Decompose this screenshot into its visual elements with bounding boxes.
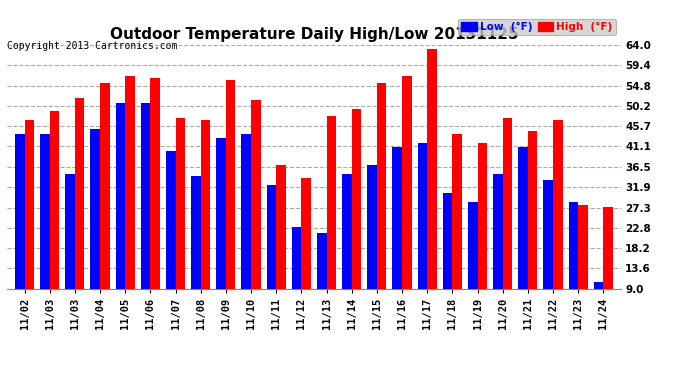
- Bar: [603, 207, 613, 289]
- Bar: [216, 138, 226, 289]
- Bar: [393, 147, 402, 289]
- Bar: [578, 204, 588, 289]
- Bar: [175, 118, 185, 289]
- Bar: [518, 147, 528, 289]
- Bar: [302, 178, 311, 289]
- Bar: [90, 129, 100, 289]
- Bar: [276, 165, 286, 289]
- Bar: [569, 202, 578, 289]
- Bar: [594, 282, 603, 289]
- Bar: [201, 120, 210, 289]
- Bar: [40, 134, 50, 289]
- Bar: [544, 180, 553, 289]
- Bar: [427, 50, 437, 289]
- Bar: [116, 103, 125, 289]
- Bar: [342, 174, 352, 289]
- Bar: [141, 103, 150, 289]
- Bar: [553, 120, 562, 289]
- Bar: [443, 194, 453, 289]
- Bar: [75, 98, 84, 289]
- Bar: [251, 100, 261, 289]
- Title: Outdoor Temperature Daily High/Low 20131125: Outdoor Temperature Daily High/Low 20131…: [110, 27, 518, 42]
- Bar: [66, 174, 75, 289]
- Bar: [241, 134, 251, 289]
- Bar: [226, 81, 235, 289]
- Legend: Low  (°F), High  (°F): Low (°F), High (°F): [458, 18, 615, 35]
- Bar: [453, 134, 462, 289]
- Bar: [528, 131, 538, 289]
- Bar: [15, 134, 25, 289]
- Bar: [326, 116, 336, 289]
- Bar: [125, 76, 135, 289]
- Bar: [292, 227, 302, 289]
- Bar: [377, 82, 386, 289]
- Text: Copyright 2013 Cartronics.com: Copyright 2013 Cartronics.com: [7, 41, 177, 51]
- Bar: [317, 233, 326, 289]
- Bar: [367, 165, 377, 289]
- Bar: [266, 184, 276, 289]
- Bar: [493, 174, 503, 289]
- Bar: [25, 120, 34, 289]
- Bar: [477, 142, 487, 289]
- Bar: [417, 142, 427, 289]
- Bar: [166, 152, 175, 289]
- Bar: [503, 118, 512, 289]
- Bar: [352, 109, 362, 289]
- Bar: [468, 202, 477, 289]
- Bar: [191, 176, 201, 289]
- Bar: [100, 82, 110, 289]
- Bar: [50, 111, 59, 289]
- Bar: [402, 76, 412, 289]
- Bar: [150, 78, 160, 289]
